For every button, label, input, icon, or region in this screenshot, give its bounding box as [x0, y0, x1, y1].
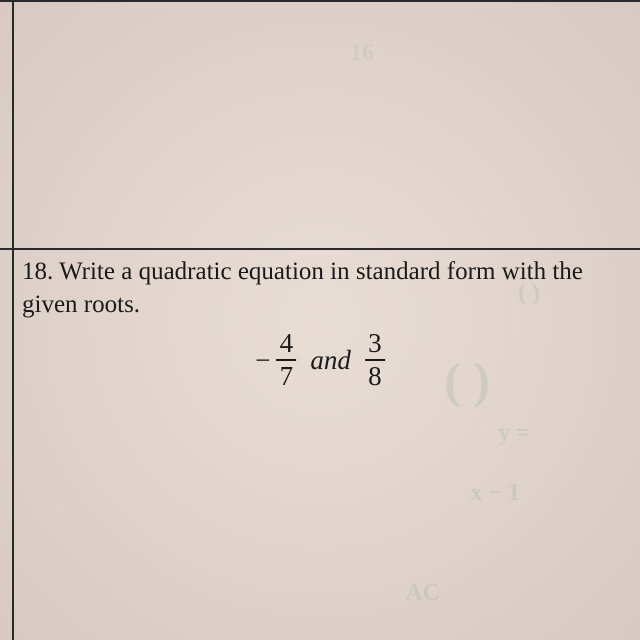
fraction-one: 4 7	[276, 330, 296, 390]
bleed-through-mark: 16	[350, 40, 374, 67]
bleed-through-mark: ( )	[517, 279, 541, 308]
divider-line	[0, 248, 640, 250]
bleed-through-mark: AC	[405, 580, 440, 607]
problem-body: Write a quadratic equation in standard f…	[22, 258, 583, 318]
conjunction-and: and	[310, 345, 351, 376]
fraction-one-numerator: 4	[276, 330, 296, 361]
math-roots: − 4 7 and 3 8	[255, 330, 385, 390]
border-line-vertical	[12, 0, 14, 640]
problem-number: 18.	[22, 258, 53, 285]
fraction-two-denominator: 8	[365, 361, 385, 390]
fraction-one-denominator: 7	[276, 361, 296, 390]
bleed-through-mark: y =	[498, 420, 530, 447]
fraction-two-numerator: 3	[365, 330, 385, 361]
negative-sign: −	[255, 345, 270, 376]
bleed-through-mark: ( )	[444, 360, 490, 400]
border-line-top	[0, 0, 640, 2]
fraction-two: 3 8	[365, 330, 385, 390]
bleed-through-mark: x − 1	[470, 480, 520, 507]
worksheet-paper: 18. Write a quadratic equation in standa…	[0, 0, 640, 640]
